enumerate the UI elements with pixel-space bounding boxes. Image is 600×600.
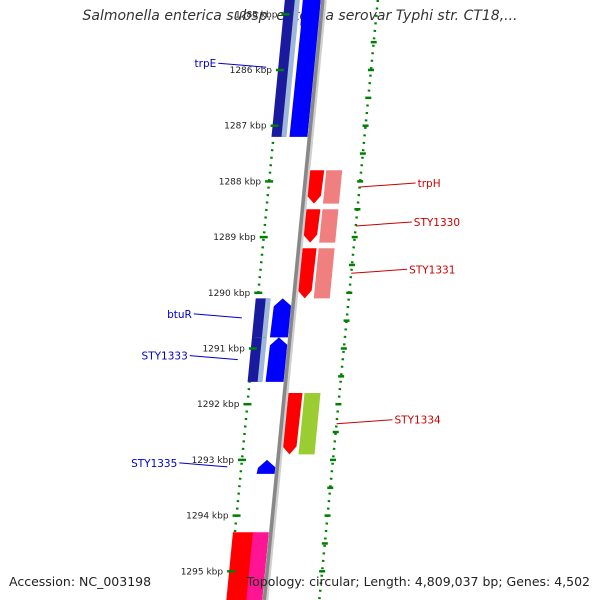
partial-blue-feature[interactable]: [300, 0, 321, 26]
gene-arrow-trpE[interactable]: [289, 0, 321, 137]
map-title: Salmonella enterica subsp. enterica sero…: [82, 8, 518, 24]
backbone: [262, 0, 327, 600]
gene-labels: trpE trpH STY1330 STY1331 btuR STY1333 STY1334…: [131, 58, 460, 470]
gene-shade-STY1333[interactable]: [257, 337, 267, 382]
gene-band-STY1330[interactable]: [319, 209, 339, 243]
partial-red-feature[interactable]: [226, 532, 255, 600]
right-dots: [318, 0, 380, 600]
accession-info: Accession: NC_003198: [9, 574, 152, 589]
scale-tick-label: 1287 kbp: [224, 122, 267, 132]
backbone-line: [262, 0, 325, 600]
gene-label-STY1334[interactable]: STY1334: [395, 415, 442, 427]
gene-shade-trpE[interactable]: [281, 0, 300, 137]
gene-label-STY1333[interactable]: STY1333: [142, 351, 188, 363]
scale-tick-label: 1286 kbp: [230, 66, 273, 76]
gene-label-STY1335[interactable]: STY1335: [131, 458, 177, 470]
leader-line-STY1335: [179, 462, 228, 468]
gene-band-STY1331[interactable]: [313, 248, 335, 299]
scale-tick-label: 1290 kbp: [208, 289, 251, 299]
leader-line-trpH: [359, 182, 416, 188]
gene-arrow-trpH[interactable]: [306, 170, 325, 204]
gene-shade-btuR[interactable]: [261, 298, 271, 338]
genome-stats: Topology: circular; Length: 4,809,037 bp…: [246, 574, 590, 589]
scale-tick-label: 1293 kbp: [192, 456, 235, 466]
leader-line-STY1331: [351, 268, 408, 274]
gene-label-btuR[interactable]: btuR: [167, 309, 192, 321]
gene-band-trpH[interactable]: [322, 170, 343, 204]
gene-arrow-STY1333[interactable]: [265, 337, 288, 382]
coding-tracks: [226, 0, 343, 600]
scale-tick-label: 1288 kbp: [219, 177, 262, 187]
scale-tick-label: 1289 kbp: [213, 233, 256, 243]
partial-pink-feature[interactable]: [246, 532, 269, 600]
kbp-scale: 1285 kbp 1286 kbp 1287 kbp 1288 kbp 1289 kbp…: [181, 10, 377, 577]
gene-label-STY1331[interactable]: STY1331: [409, 264, 455, 276]
scale-tick-label: 1295 kbp: [181, 567, 224, 577]
gene-label-STY1330[interactable]: STY1330: [414, 217, 460, 229]
scale-tick-label: 1285 kbp: [235, 10, 278, 20]
gene-arrow-STY1334[interactable]: [282, 393, 303, 455]
leader-line-STY1334: [336, 419, 393, 425]
scale-tick-label: 1291 kbp: [202, 345, 245, 355]
gene-label-trpH[interactable]: trpH: [418, 178, 441, 190]
leader-line-STY1330: [355, 221, 412, 227]
gene-arrow-STY1335[interactable]: [256, 459, 276, 474]
leader-line-btuR: [193, 313, 242, 319]
gene-band-STY1334[interactable]: [298, 393, 321, 455]
leader-line-trpE: [218, 62, 267, 68]
scale-tick-label: 1294 kbp: [186, 512, 229, 522]
leader-line-STY1333: [189, 355, 238, 361]
gene-label-trpE[interactable]: trpE: [195, 58, 217, 70]
gene-arrow-STY1330[interactable]: [303, 209, 321, 243]
gene-arrow-btuR[interactable]: [269, 298, 292, 338]
gene-arrow-STY1331[interactable]: [297, 248, 317, 299]
scale-tick-label: 1292 kbp: [197, 400, 240, 410]
